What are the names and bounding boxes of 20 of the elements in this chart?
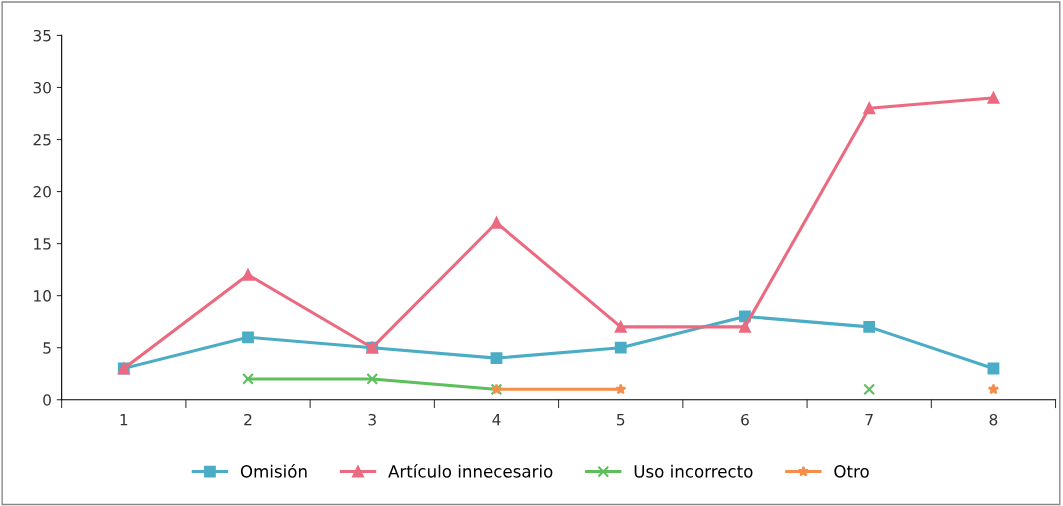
x-tick-label: 6 [741,413,749,426]
y-tick-label: 0 [43,394,51,406]
y-tick-label: 10 [34,290,51,302]
x-tick-label: 1 [120,414,128,426]
y-tick-label: 35 [33,29,51,42]
legend-label: Otro [834,465,869,478]
legend-label: Artículo innecesario [388,464,553,478]
x-tick-label: 3 [368,413,376,426]
y-tick-label: 5 [43,342,51,354]
y-tick-label: 30 [33,81,51,94]
y-tick-label: 20 [33,186,51,198]
x-tick-label: 2 [244,413,252,426]
legend-label: Uso incorrecto [634,464,753,478]
x-tick-label: 8 [989,413,998,426]
y-tick-label: 15 [34,238,51,250]
legend-label: Omisión [240,464,307,478]
x-tick-label: 7 [865,414,873,426]
y-tick-label: 25 [33,133,51,146]
x-tick-label: 5 [617,414,625,426]
x-tick-label: 4 [492,414,501,426]
